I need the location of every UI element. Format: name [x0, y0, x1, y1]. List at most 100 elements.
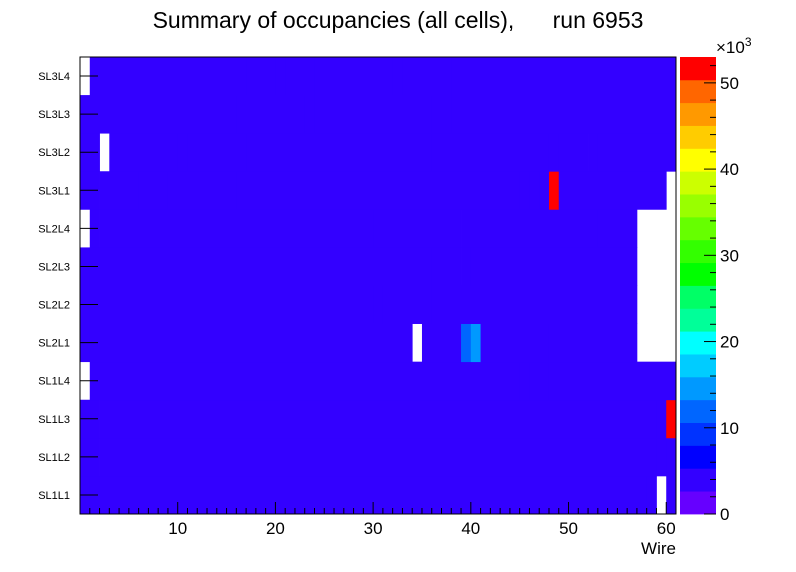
heatmap-cell: [236, 171, 521, 210]
palette-swatch: [680, 354, 716, 378]
palette-swatch: [680, 285, 716, 309]
heatmap-cell: [461, 323, 472, 363]
heatmap-cell: [431, 95, 452, 134]
heatmap-cell: [89, 247, 364, 286]
heatmap-cell: [89, 323, 413, 363]
palette-swatch: [680, 422, 716, 446]
heatmap-cells: [80, 57, 677, 515]
heatmap-cell: [548, 171, 560, 210]
heatmap-cell: [275, 57, 286, 96]
heatmap-cell: [558, 133, 589, 172]
y-tick-label: SL1L3: [38, 414, 70, 426]
x-tick-label: 40: [461, 519, 480, 538]
z-tick-label: 30: [720, 246, 739, 265]
palette-swatch: [680, 216, 716, 241]
palette-swatch: [680, 399, 716, 423]
heatmap-cell: [431, 247, 442, 286]
heatmap-cell: [470, 247, 579, 286]
heatmap-cell: [138, 171, 169, 210]
y-axis: SL1L1 SL1L2 SL1L3 SL1L4 SL2L1 SL2L2 SL2L3 SL2L4…: [38, 71, 98, 502]
y-tick-label: SL3L3: [38, 109, 70, 121]
palette-swatch: [680, 491, 716, 515]
palette-swatch: [680, 102, 716, 126]
palette-swatch: [680, 194, 716, 218]
heatmap-cell: [656, 437, 667, 477]
heatmap-cell: [99, 171, 140, 210]
palette-swatch: [680, 57, 716, 81]
heatmap-cell: [480, 323, 511, 363]
heatmap-cell: [363, 247, 433, 286]
palette-swatch: [680, 125, 716, 149]
y-tick-label: SL2L2: [38, 300, 70, 312]
heatmap-cell: [519, 361, 530, 401]
palette-swatch: [680, 171, 716, 195]
plot-border: [79, 56, 677, 515]
heatmap-cell: [480, 475, 628, 515]
heatmap-cell: [519, 171, 530, 210]
heatmap-cell: [373, 209, 442, 248]
z-tick-label: 40: [720, 160, 739, 179]
heatmap-cell: [509, 285, 579, 324]
heatmap-cell: [246, 57, 276, 96]
heatmap-cell: [470, 323, 481, 363]
palette-swatch: [680, 376, 716, 401]
heatmap-cell: [539, 171, 550, 210]
heatmap-cell: [89, 285, 374, 324]
z-tick-label: 0: [720, 505, 729, 524]
heatmap-cell: [373, 285, 384, 324]
palette-swatch: [680, 239, 716, 264]
heatmap-cell: [627, 323, 638, 363]
heatmap-cell: [597, 133, 677, 172]
heatmap-cell: [461, 247, 472, 286]
heatmap-cell: [177, 133, 188, 172]
heatmap-cell: [529, 171, 540, 210]
heatmap-cell: [80, 95, 237, 134]
heatmap-cell: [109, 133, 179, 172]
x-tick-label: 10: [168, 519, 187, 538]
heatmap-cell: [402, 57, 413, 96]
chart-title: Summary of occupancies (all cells), run …: [153, 7, 644, 33]
x-tick-label: 20: [266, 519, 285, 538]
x-tick-label: 60: [657, 519, 676, 538]
heatmap-cell: [421, 323, 462, 363]
palette-swatch: [680, 308, 716, 332]
y-tick-label: SL3L1: [38, 185, 70, 197]
y-tick-label: SL3L2: [38, 147, 70, 159]
x-tick-label: 30: [364, 519, 383, 538]
heatmap-cell: [441, 209, 462, 248]
heatmap-cell: [588, 133, 599, 172]
heatmap-cell: [666, 475, 677, 515]
heatmap-cell: [509, 323, 550, 363]
heatmap-cell: [656, 399, 667, 439]
heatmap-cell: [666, 399, 677, 439]
heatmap-cell: [558, 171, 667, 210]
palette-swatch: [680, 148, 716, 172]
heatmap-cell: [461, 209, 599, 248]
heatmap-cell: [236, 95, 306, 134]
z-tick-label: 10: [720, 419, 739, 438]
heatmap-cell: [529, 361, 550, 401]
y-tick-label: SL1L4: [38, 376, 70, 388]
heatmap-cell: [99, 399, 657, 439]
palette-swatch: [680, 331, 716, 355]
z-tick-label: 50: [720, 74, 739, 93]
heatmap-cell: [441, 247, 462, 286]
heatmap-cell: [578, 285, 628, 324]
heatmap-cell: [382, 285, 413, 324]
y-tick-label: SL1L2: [38, 452, 70, 464]
heatmap-cell: [314, 95, 413, 134]
heatmap-cell: [578, 247, 638, 286]
heatmap-cell: [597, 209, 638, 248]
z-multiplier-exponent: 3: [745, 35, 752, 49]
heatmap-cell: [246, 133, 433, 172]
heatmap-cell: [548, 133, 560, 172]
heatmap-cell: [392, 57, 403, 96]
heatmap-cell: [441, 57, 452, 96]
heatmap-cell: [548, 361, 677, 401]
heatmap-cell: [548, 323, 628, 363]
x-tick-label: 50: [559, 519, 578, 538]
heatmap-cell: [451, 57, 677, 96]
color-palette: [680, 57, 716, 515]
plot-frame: [79, 56, 677, 515]
